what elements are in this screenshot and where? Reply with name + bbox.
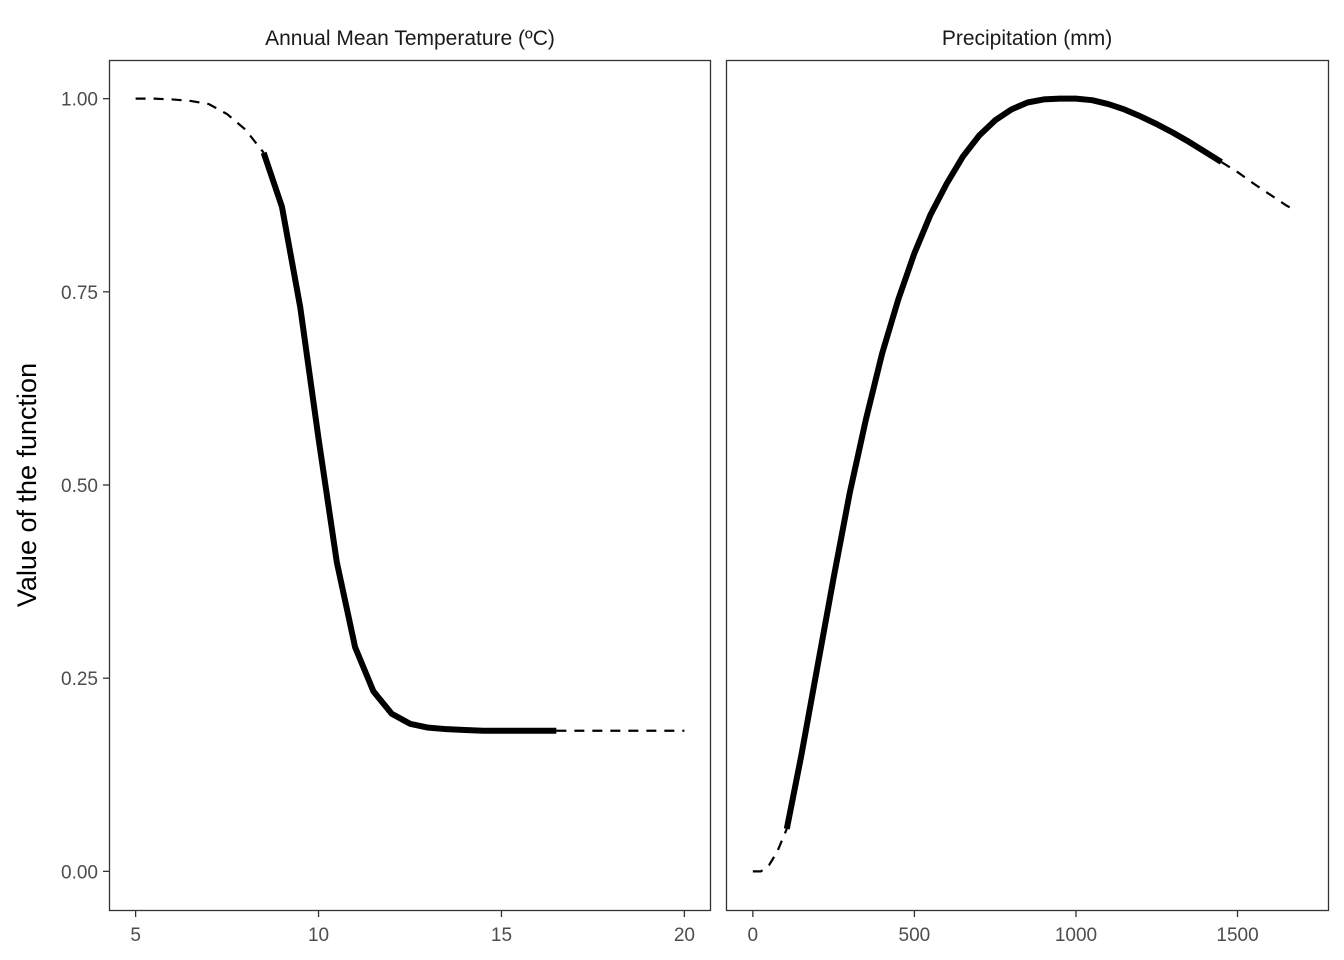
x-tick-label-temperature: 15 xyxy=(491,925,512,946)
y-tick-label: 1.00 xyxy=(61,90,98,111)
x-tick-label-temperature: 20 xyxy=(674,925,695,946)
series-line-temperature-1-dashed xyxy=(135,97,265,154)
panel-border-precipitation xyxy=(725,59,1330,912)
x-tick-label-precipitation: 1000 xyxy=(1055,925,1097,946)
y-ticks-temperature: 0.00 0.25 0.50 0.75 1.00 xyxy=(61,90,110,883)
panel-temperature: Annual Mean Temperature (ºC) 5 10 15 20 0.0… xyxy=(61,27,712,946)
series-line-precipitation-3-dashed xyxy=(1220,161,1297,212)
y-axis-title: Value of the function xyxy=(12,363,42,607)
panel-precipitation: Precipitation (mm) 0 500 1000 1500 xyxy=(725,27,1330,946)
series-line-precipitation-1-dashed xyxy=(752,828,788,873)
series-group-precipitation xyxy=(752,95,1297,873)
panel-title-precipitation: Precipitation (mm) xyxy=(942,27,1112,50)
x-tick-label-precipitation: 0 xyxy=(748,925,759,946)
x-tick-label-precipitation: 1500 xyxy=(1216,925,1258,946)
panel-title-temperature: Annual Mean Temperature (ºC) xyxy=(265,27,555,50)
panel-border-temperature xyxy=(108,59,712,912)
y-tick-label: 0.50 xyxy=(61,476,98,497)
y-tick-label: 0.00 xyxy=(61,862,98,883)
x-ticks-precipitation: 0 500 1000 1500 xyxy=(748,910,1259,946)
x-tick-label-temperature: 5 xyxy=(130,925,141,946)
series-group-temperature xyxy=(135,97,685,734)
y-tick-label: 0.75 xyxy=(61,283,98,304)
series-line-temperature-2-solid xyxy=(260,151,557,734)
x-ticks-temperature: 5 10 15 20 xyxy=(130,910,695,946)
x-tick-label-temperature: 10 xyxy=(308,925,329,946)
x-tick-label-precipitation: 500 xyxy=(899,925,931,946)
series-line-precipitation-2-solid xyxy=(783,95,1223,830)
y-tick-label: 0.25 xyxy=(61,669,98,690)
